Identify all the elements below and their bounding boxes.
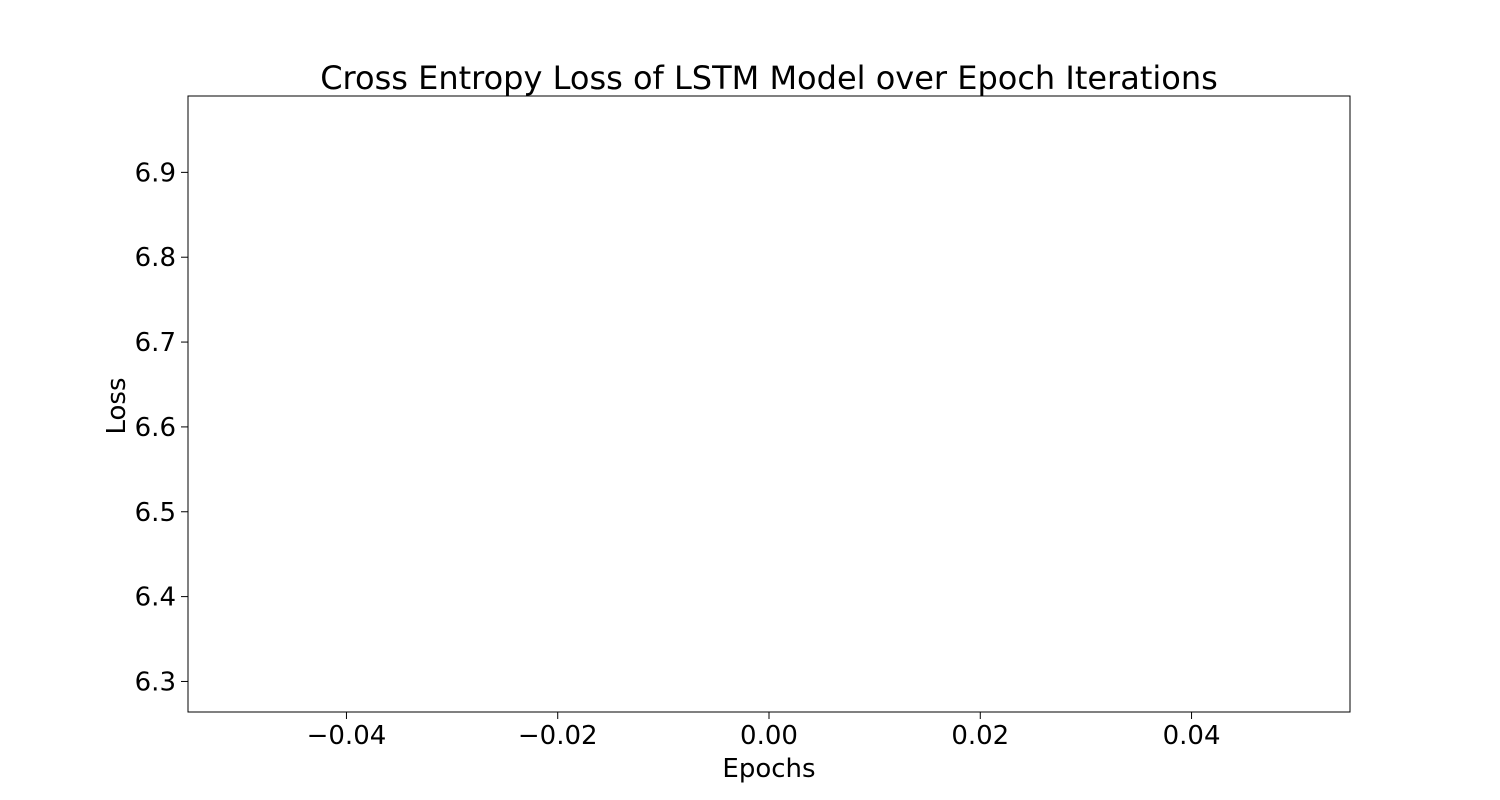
y-tick-label: 6.7 (135, 328, 176, 358)
y-tick-label: 6.9 (135, 158, 176, 188)
y-tick-label: 6.5 (135, 498, 176, 528)
y-axis-label: Loss (102, 377, 132, 434)
plot-area (187, 95, 1351, 713)
x-tick-label: 0.02 (951, 721, 1009, 751)
y-tick-label: 6.8 (135, 243, 176, 273)
x-axis-label: Epochs (722, 754, 815, 784)
y-tick-label: 6.3 (135, 667, 176, 697)
y-tick-label: 6.6 (135, 413, 176, 443)
x-axis-ticks: −0.04 −0.02 0.00 0.02 0.04 (307, 712, 1221, 751)
y-tick-label: 6.4 (135, 583, 176, 613)
x-tick-label: 0.00 (740, 721, 798, 751)
x-tick-label: 0.04 (1163, 721, 1221, 751)
x-tick-label: −0.04 (307, 721, 387, 751)
chart-title: Cross Entropy Loss of LSTM Model over Ep… (320, 59, 1218, 97)
y-axis-ticks: 6.3 6.4 6.5 6.6 6.7 6.8 6.9 (135, 158, 188, 697)
x-tick-label: −0.02 (518, 721, 598, 751)
